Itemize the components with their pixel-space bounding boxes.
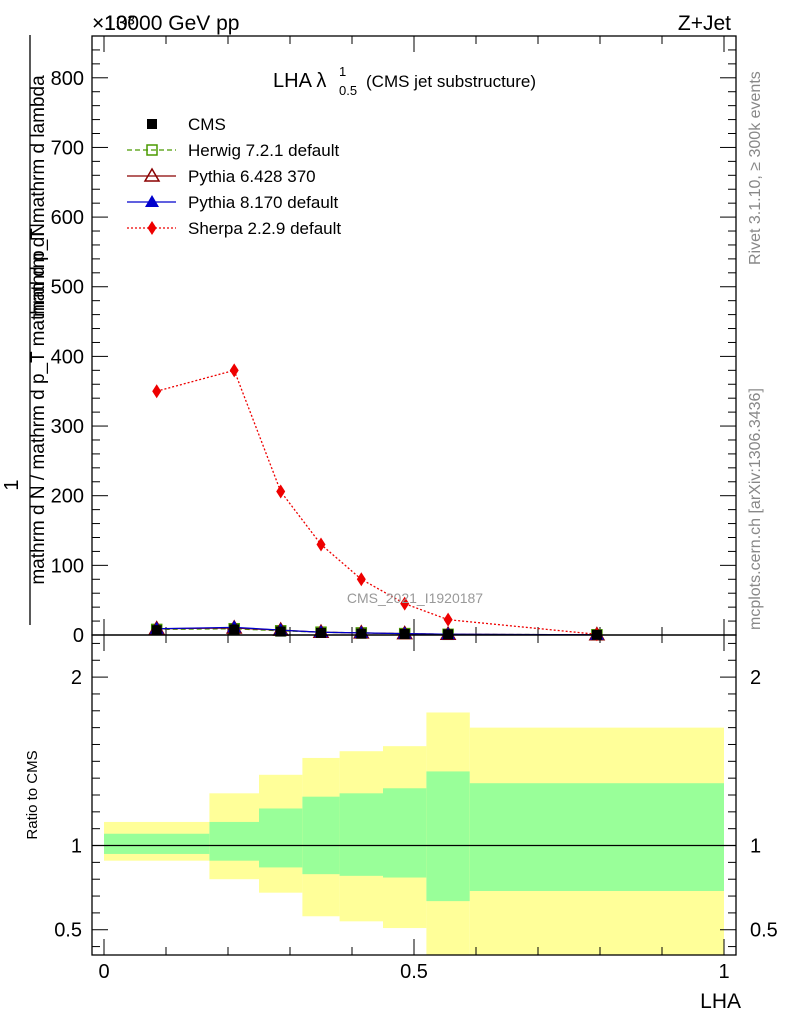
xaxis-label: LHA	[700, 990, 741, 1013]
data-point-cms	[399, 628, 410, 639]
data-point-cms	[316, 627, 326, 638]
legend-marker-cms	[147, 119, 157, 129]
xtick-label: 0	[98, 961, 109, 983]
ytick-label: 800	[51, 68, 84, 90]
plot-title-main: LHA λ	[273, 70, 326, 92]
legend-label-cms: CMS	[188, 115, 226, 134]
data-point-sherpa	[316, 537, 326, 552]
data-point-cms	[443, 629, 454, 640]
legend: CMS Herwig 7.2.1 default Pythia 6.428 370 P…	[127, 115, 341, 238]
mcplots-label: mcplots.cern.ch [arXiv:1306.3436]	[747, 388, 764, 630]
main-ylabel: mathrm dN 1 mathrm d N / mathrm d p_T ma…	[1, 35, 49, 625]
ratio-band-inner	[426, 771, 470, 902]
data-point-sherpa	[356, 572, 366, 587]
watermark-label: CMS_2021_I1920187	[347, 590, 483, 606]
ytick-label: 200	[51, 486, 84, 508]
series-line-herwig	[156, 628, 597, 636]
ratio-plot-frame	[91, 634, 737, 956]
ytick-label: 0	[73, 625, 84, 647]
ratio-ylabel: Ratio to CMS	[24, 750, 41, 839]
main-plot: 0 100 200 300 400 500 600 700 800 CMS_2021_I1920…	[51, 35, 737, 647]
ratio-band-inner	[259, 808, 303, 868]
data-point-sherpa	[229, 363, 239, 378]
ratio-ytick-label-right: 1	[750, 836, 761, 858]
ytick-label: 500	[51, 277, 84, 299]
data-point-sherpa	[400, 596, 410, 611]
data-point-cms	[229, 624, 240, 635]
data-point-cms	[151, 625, 162, 636]
legend-label-pythia6: Pythia 6.428 370	[188, 167, 316, 186]
ytick-label: 700	[51, 137, 84, 159]
legend-marker-herwig	[146, 144, 158, 156]
legend-label-pythia8: Pythia 8.170 default	[188, 193, 339, 212]
data-point-cms	[275, 626, 286, 637]
data-point-sherpa	[152, 384, 162, 399]
ylabel-one: 1	[1, 479, 23, 490]
data-point-sherpa	[276, 484, 286, 499]
ylabel-numerator: mathrm dN	[28, 223, 49, 317]
xtick-label: 0.5	[400, 961, 428, 983]
rivet-label: Rivet 3.1.10, ≥ 300k events	[747, 71, 764, 265]
ratio-band-inner	[209, 821, 259, 861]
legend-marker-sherpa	[147, 221, 157, 235]
plot-title-sup: 1	[339, 64, 346, 79]
ratio-band-inner	[104, 833, 210, 854]
series-line-sherpa	[156, 369, 597, 635]
ytick-label: 600	[51, 207, 84, 229]
ratio-band-inner	[302, 796, 340, 875]
plot-title: LHA λ 1 0.5 (CMS jet substructure)	[273, 64, 536, 98]
ytick-label: 300	[51, 416, 84, 438]
ratio-ytick-label-right: 2	[750, 667, 761, 689]
series-line-pythia8	[156, 626, 597, 636]
ratio-band-inner	[469, 783, 724, 891]
ratio-ticks: 0.5 0.5 1 1 2 2 0 0.5 1	[54, 635, 778, 983]
legend-marker-pythia8	[145, 195, 159, 207]
ratio-band-inner	[383, 788, 427, 878]
legend-marker-pythia6	[143, 167, 161, 182]
ratio-bands	[104, 712, 724, 955]
ratio-ytick-label: 2	[71, 667, 82, 689]
process-label: Z+Jet	[678, 12, 731, 35]
ratio-ytick-label-right: 0.5	[750, 920, 778, 942]
ylabel-denominator: mathrm d N / mathrm d p_T mathrm d p_T m…	[28, 75, 49, 585]
main-ticks: 0 100 200 300 400 500 600 700 800	[51, 35, 736, 647]
energy-label: 13000 GeV pp	[104, 12, 239, 35]
ratio-ytick-label: 0.5	[54, 920, 82, 942]
ratio-band-inner	[339, 793, 383, 876]
data-point-cms	[356, 628, 367, 639]
legend-label-sherpa: Sherpa 2.2.9 default	[188, 219, 341, 238]
exponent-label: ×10³	[92, 12, 135, 35]
plot-title-sub: 0.5	[339, 83, 357, 98]
legend-label-herwig: Herwig 7.2.1 default	[188, 141, 339, 160]
ratio-plot: 0.5 0.5 1 1 2 2 0 0.5 1	[54, 634, 778, 983]
ytick-label: 400	[51, 346, 84, 368]
data-point-sherpa	[443, 612, 453, 627]
xtick-label: 1	[718, 961, 729, 983]
ytick-label: 100	[51, 555, 84, 577]
ratio-ytick-label: 1	[71, 836, 82, 858]
plot-title-note: (CMS jet substructure)	[366, 72, 536, 91]
